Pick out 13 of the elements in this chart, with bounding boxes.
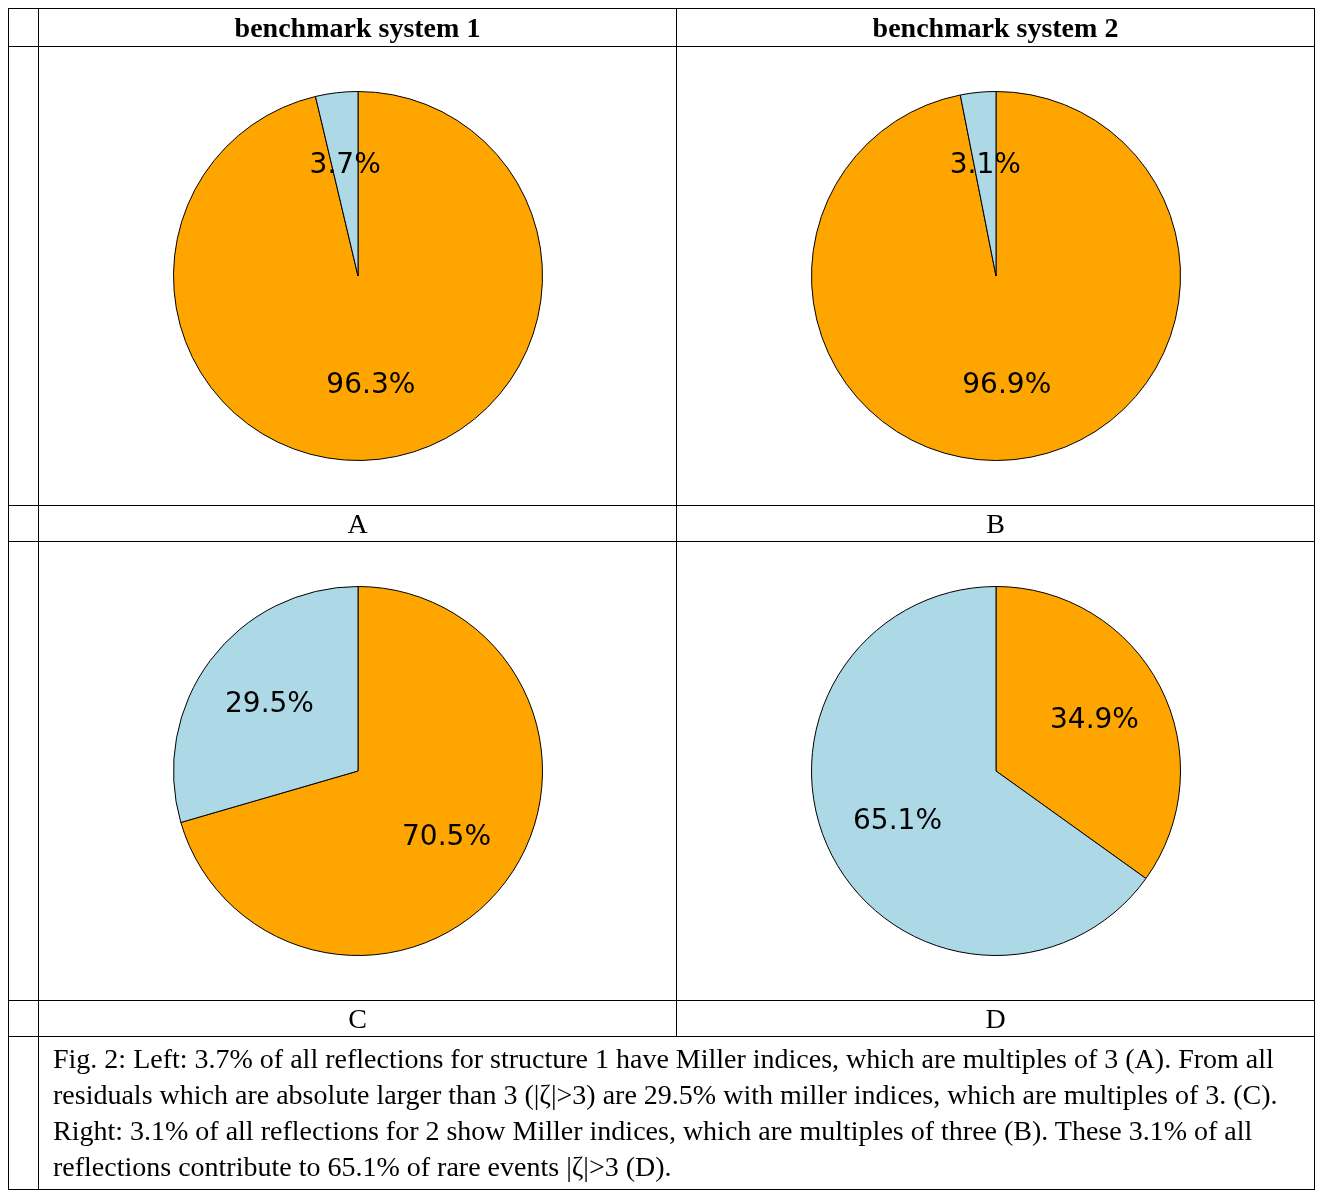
text: C [38,1000,677,1037]
data-label: 96.9% [961,367,1051,401]
text: A [38,505,677,542]
chart-title: benchmark system 2 [676,8,1315,47]
text: D [676,1000,1315,1037]
data-label: 96.3% [325,367,415,401]
data-label: 34.9% [1049,701,1139,735]
caption: Fig. 2: Left: 3.7% of all reflections for structure 1 have Miller indices, which are multiples of 3 (A). From all residuals which are absolute larger than 3 (|ζ|>3) are 29.5% with miller indices, which are multiples of 3. (C). Right: 3.1% of all reflections for 2 show Miller indices, which are multiples of three (B). These 3.1% of all reflections contribute to 65.1% of rare events |ζ|>3 (D). [53,1042,1279,1184]
data-label: 70.5% [401,818,491,852]
text: B [676,505,1315,542]
chart-title: benchmark system 1 [38,8,677,47]
data-label: 65.1% [852,802,942,836]
data-label: 29.5% [224,685,314,719]
